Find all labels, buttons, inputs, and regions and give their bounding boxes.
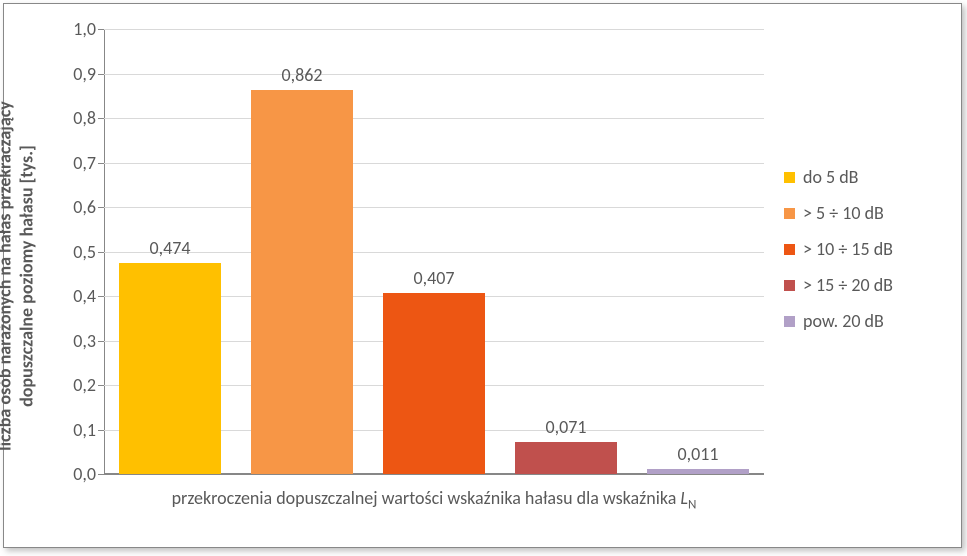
ytick-mark — [98, 118, 104, 119]
ytick-mark — [98, 385, 104, 386]
ytick-label: 0,0 — [56, 463, 96, 485]
plot-area: 0,00,10,20,30,40,50,60,70,80,91,00,4740,… — [104, 29, 764, 474]
legend-swatch — [784, 172, 795, 183]
ytick-mark — [98, 341, 104, 342]
legend-swatch — [784, 244, 795, 255]
chart: liczba osób narażonych na hałas przekrac… — [4, 4, 961, 547]
bar — [251, 90, 354, 474]
gridline — [104, 207, 764, 208]
gridline — [104, 118, 764, 119]
ytick-mark — [98, 474, 104, 475]
bar — [383, 293, 486, 474]
bar-value-label: 0,474 — [120, 237, 220, 259]
ytick-mark — [98, 207, 104, 208]
ytick-mark — [98, 29, 104, 30]
ytick-label: 0,7 — [56, 152, 96, 174]
ytick-label: 0,5 — [56, 241, 96, 263]
legend-swatch — [784, 316, 795, 327]
x-axis-title: przekroczenia dopuszczalnej wartości wsk… — [104, 487, 764, 513]
ytick-mark — [98, 252, 104, 253]
bar-value-label: 0,407 — [384, 267, 484, 289]
legend-item: pow. 20 dB — [784, 303, 944, 339]
bar — [647, 469, 750, 474]
ytick-mark — [98, 296, 104, 297]
bar-value-label: 0,011 — [648, 443, 748, 465]
bar-value-label: 0,862 — [252, 64, 352, 86]
ytick-mark — [98, 430, 104, 431]
legend-label: > 5 ÷ 10 dB — [803, 202, 884, 224]
legend-item: do 5 dB — [784, 159, 944, 195]
legend-item: > 10 ÷ 15 dB — [784, 231, 944, 267]
gridline — [104, 474, 764, 475]
ytick-label: 0,3 — [56, 330, 96, 352]
ytick-label: 1,0 — [56, 18, 96, 40]
bar — [515, 442, 618, 474]
legend-swatch — [784, 280, 795, 291]
ytick-label: 0,9 — [56, 63, 96, 85]
legend-label: pow. 20 dB — [803, 310, 884, 332]
x-axis-title-sub: N — [688, 498, 696, 513]
gridline — [104, 29, 764, 30]
legend: do 5 dB > 5 ÷ 10 dB > 10 ÷ 15 dB > 15 ÷ 20 … — [784, 159, 944, 339]
gridline — [104, 74, 764, 75]
ytick-label: 0,2 — [56, 374, 96, 396]
legend-swatch — [784, 208, 795, 219]
ytick-mark — [98, 74, 104, 75]
legend-item: > 15 ÷ 20 dB — [784, 267, 944, 303]
y-axis-title: liczba osób narażonych na hałas przekrac… — [0, 56, 38, 496]
ytick-label: 0,1 — [56, 419, 96, 441]
bar-value-label: 0,071 — [516, 416, 616, 438]
ytick-label: 0,4 — [56, 285, 96, 307]
legend-label: do 5 dB — [803, 166, 858, 188]
ytick-label: 0,8 — [56, 107, 96, 129]
gridline — [104, 163, 764, 164]
x-axis-title-text: przekroczenia dopuszczalnej wartości wsk… — [172, 487, 681, 509]
chart-container: liczba osób narażonych na hałas przekrac… — [3, 3, 962, 548]
x-axis-title-var: L — [680, 487, 688, 509]
legend-label: > 15 ÷ 20 dB — [803, 274, 893, 296]
legend-label: > 10 ÷ 15 dB — [803, 238, 893, 260]
ytick-mark — [98, 163, 104, 164]
bar — [119, 263, 222, 474]
legend-item: > 5 ÷ 10 dB — [784, 195, 944, 231]
ytick-label: 0,6 — [56, 196, 96, 218]
